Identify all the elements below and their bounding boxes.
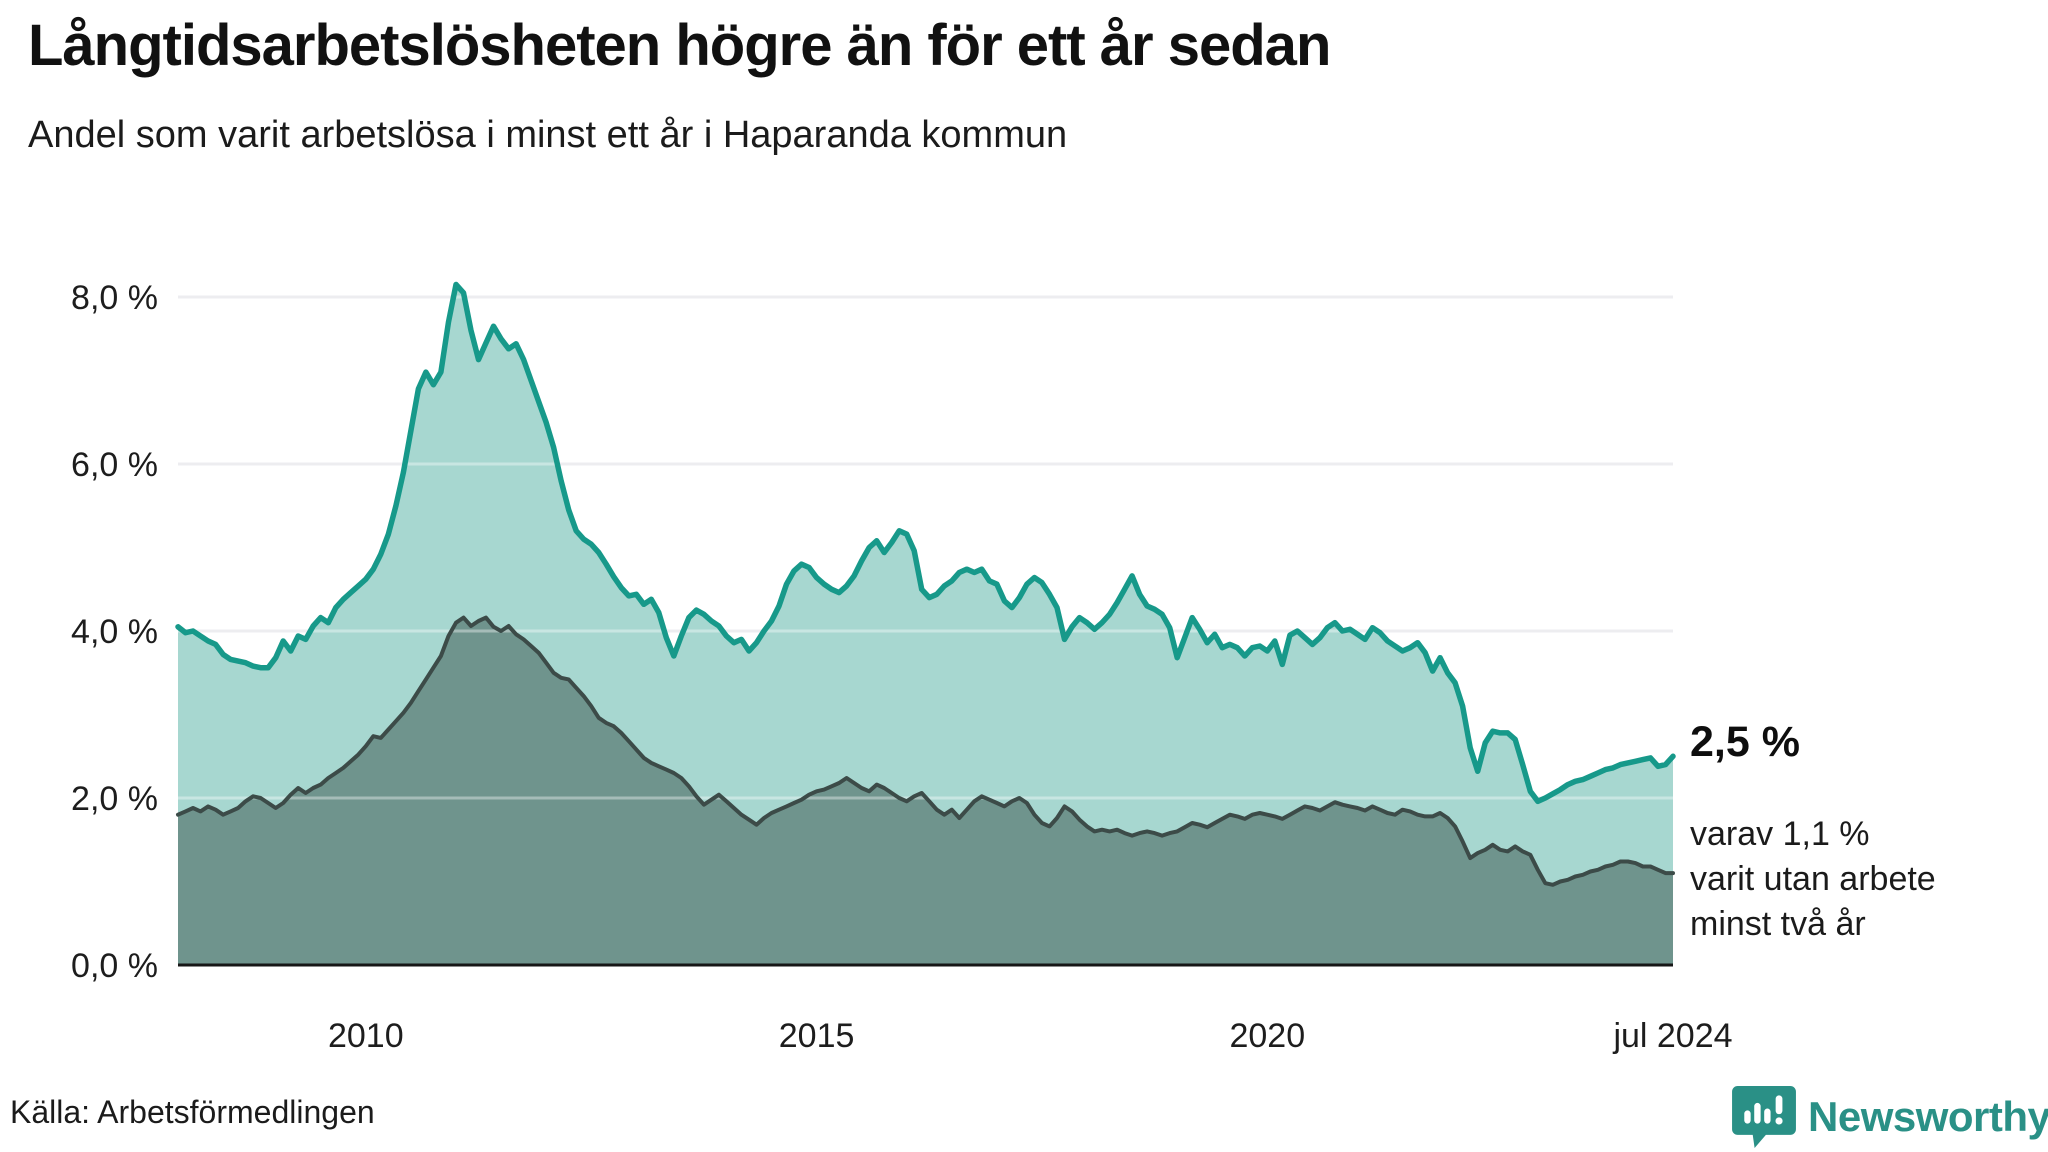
x-tick-label: 2015 — [779, 1017, 855, 1055]
line-total — [175, 281, 1676, 805]
area-two-year — [178, 617, 1673, 965]
two-year-note: varav 1,1 % varit utan arbete minst två … — [1690, 812, 1936, 947]
newsworthy-icon — [1732, 1086, 1796, 1148]
chart-subtitle: Andel som varit arbetslösa i minst ett å… — [28, 114, 1068, 156]
x-tick-label: jul 2024 — [1612, 1017, 1732, 1055]
newsworthy-logo: Newsworthy — [1732, 1086, 2048, 1148]
two-year-note-line-1: varav 1,1 % — [1690, 815, 1870, 853]
y-tick-label: 6,0 % — [71, 446, 158, 484]
x-tick-label: 2010 — [328, 1017, 404, 1055]
y-tick-label: 0,0 % — [71, 947, 158, 985]
newsworthy-wordmark: Newsworthy — [1808, 1093, 2048, 1140]
y-tick-label: 2,0 % — [71, 780, 158, 818]
chart-title: Långtidsarbetslösheten högre än för ett … — [28, 13, 1331, 78]
two-year-note-line-2: varit utan arbete — [1690, 860, 1936, 898]
latest-value-label: 2,5 % — [1690, 718, 1800, 766]
x-tick-label: 2020 — [1229, 1017, 1305, 1055]
y-tick-label: 8,0 % — [71, 279, 158, 317]
y-tick-label: 4,0 % — [71, 613, 158, 651]
line-two-year — [176, 615, 1675, 887]
two-year-note-line-3: minst två år — [1690, 905, 1866, 943]
source-label: Källa: Arbetsförmedlingen — [10, 1094, 375, 1130]
